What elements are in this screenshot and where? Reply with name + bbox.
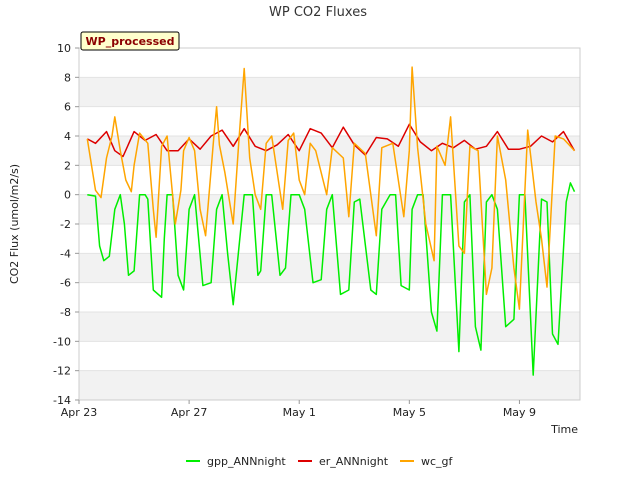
- legend-label-er: er_ANNnight: [319, 455, 389, 468]
- legend: gpp_ANNnight er_ANNnight wc_gf: [186, 455, 454, 468]
- plot-background-bands: [79, 77, 580, 400]
- legend-item-gpp: gpp_ANNnight: [186, 455, 286, 468]
- y-tick-label: -12: [53, 365, 71, 378]
- y-axis-label: CO2 Flux (umol/m2/s): [8, 164, 21, 284]
- y-tick-label: 10: [57, 42, 71, 55]
- y-axis-ticks: -14 -12 -10 -8 -6 -4 -2 0 2 4 6 8 10: [53, 42, 79, 407]
- legend-label-gpp: gpp_ANNnight: [207, 455, 286, 468]
- x-axis-ticks: Apr 23 Apr 27 May 1 May 5 May 9: [61, 400, 536, 419]
- series-lines: [86, 66, 576, 376]
- y-tick-label: 8: [64, 71, 71, 84]
- y-tick-label: -4: [60, 247, 71, 260]
- y-tick-label: -10: [53, 335, 71, 348]
- plot-band: [79, 312, 580, 342]
- badge-label: WP_processed: [86, 35, 175, 48]
- legend-label-wc: wc_gf: [421, 455, 454, 468]
- y-tick-label: -14: [53, 394, 71, 407]
- x-tick-label: May 5: [393, 406, 426, 419]
- series-line-er_ANNnight: [86, 123, 576, 158]
- processed-badge: WP_processed: [80, 31, 180, 51]
- series-line-wc_gf: [86, 66, 576, 310]
- series-line-gpp_ANNnight: [87, 182, 576, 376]
- legend-item-wc: wc_gf: [400, 455, 454, 468]
- x-axis-label: Time: [550, 423, 578, 436]
- y-tick-label: -2: [60, 218, 71, 231]
- x-tick-label: Apr 27: [171, 406, 208, 419]
- plot-band: [79, 370, 580, 400]
- legend-item-er: er_ANNnight: [298, 455, 389, 468]
- badge-box: [80, 31, 180, 51]
- y-tick-label: -8: [60, 306, 71, 319]
- chart-title: WP CO2 Fluxes: [269, 5, 367, 20]
- y-tick-label: 6: [64, 101, 71, 114]
- x-tick-label: Apr 23: [61, 406, 98, 419]
- plot-band: [79, 253, 580, 283]
- y-tick-label: 2: [64, 159, 71, 172]
- x-tick-label: May 1: [283, 406, 316, 419]
- plot-band: [79, 77, 580, 107]
- y-tick-label: 0: [64, 189, 71, 202]
- plot-band: [79, 136, 580, 166]
- y-tick-label: 4: [64, 130, 71, 143]
- x-tick-label: May 9: [503, 406, 536, 419]
- y-tick-label: -6: [60, 277, 71, 290]
- plot-band: [79, 194, 580, 224]
